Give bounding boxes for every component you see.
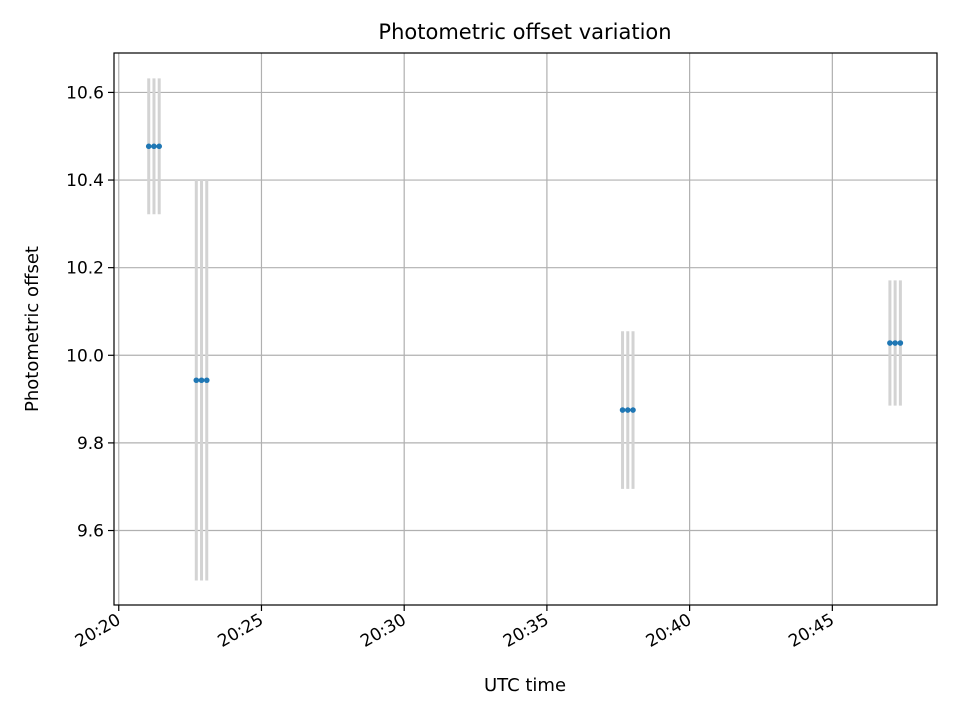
data-point (887, 340, 893, 346)
grid (114, 53, 937, 605)
data-point (145, 143, 152, 150)
y-axis-ticks: 9.6 9.8 10.0 10.2 10.4 10.6 (66, 83, 114, 542)
data-point (619, 407, 626, 413)
data-point (151, 143, 157, 150)
y-axis-title: Photometric offset (22, 246, 43, 412)
x-axis-title: UTC time (484, 675, 566, 696)
plot-frame (113, 52, 938, 606)
data-point (892, 340, 898, 346)
y-tick-label: 10.0 (66, 346, 104, 366)
y-tick-label: 10.2 (66, 259, 104, 279)
data-point (897, 340, 904, 346)
data-point (198, 377, 205, 384)
y-tick-label: 9.6 (77, 522, 104, 542)
plot-area (114, 53, 937, 605)
y-tick-label: 10.4 (66, 171, 104, 191)
data-point (156, 143, 162, 150)
data-point (193, 377, 200, 384)
chart-title: Photometric offset variation (378, 20, 671, 44)
data-point (624, 407, 631, 413)
data-point (630, 407, 636, 413)
data-point (203, 377, 210, 384)
data-points (145, 143, 904, 413)
y-tick-label: 9.8 (77, 434, 104, 454)
y-tick-label: 10.6 (66, 83, 104, 103)
